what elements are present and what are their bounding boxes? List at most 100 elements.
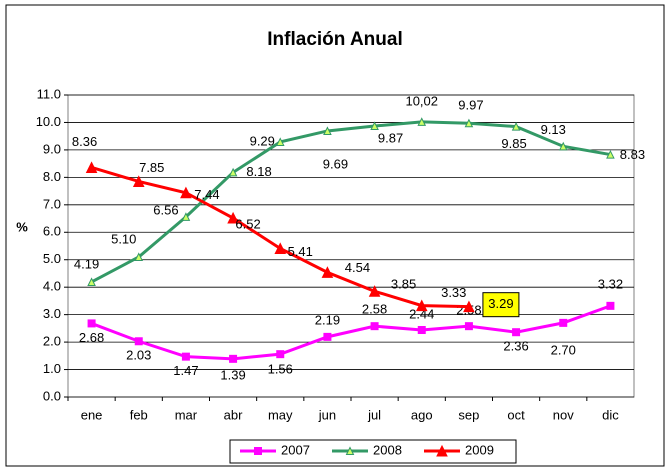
point-marker [134, 337, 143, 346]
data-label: 9.97 [458, 98, 483, 113]
point-marker [558, 141, 568, 151]
point-marker [417, 117, 427, 126]
data-label: 6.56 [153, 202, 178, 217]
y-tick-label: 10.0 [36, 114, 61, 129]
legend-marker [436, 444, 448, 457]
data-label: 2.58 [362, 302, 387, 317]
data-label: 4.54 [345, 260, 370, 275]
point-marker [181, 212, 191, 221]
data-label: 2.36 [503, 339, 528, 354]
point-marker [464, 118, 474, 128]
x-tick-label: jul [367, 407, 381, 422]
x-tick-label: jun [318, 407, 336, 422]
point-marker [370, 322, 379, 331]
y-axis-label: % [16, 219, 28, 234]
x-tick-label: mar [175, 407, 198, 422]
x-tick-label: feb [130, 407, 148, 422]
data-label: 7.44 [194, 187, 219, 202]
data-label: 3.85 [391, 277, 416, 292]
legend-label: 2007 [281, 442, 310, 457]
data-label: 5.10 [111, 231, 136, 246]
y-tick-label: 5.0 [43, 251, 61, 266]
data-label: 9.87 [378, 130, 403, 145]
point-marker [321, 266, 334, 278]
data-label: 3.32 [598, 276, 623, 291]
data-label: 9.29 [250, 133, 275, 148]
data-label: 8.18 [246, 164, 271, 179]
legend-marker [345, 446, 355, 455]
point-marker [511, 121, 521, 131]
series-line [90, 120, 611, 284]
x-tick-label: ago [411, 407, 433, 422]
data-label: 2.70 [551, 342, 576, 357]
point-marker [417, 326, 426, 335]
legend-label: 2008 [373, 442, 402, 457]
x-tick-label: sep [458, 407, 479, 422]
point-marker [229, 354, 238, 363]
point-marker [132, 175, 145, 187]
series-line [91, 304, 611, 361]
chart-title: Inflación Anual [267, 29, 402, 50]
point-marker [415, 299, 428, 312]
data-label: 3.33 [441, 285, 466, 300]
y-tick-label: 2.0 [43, 334, 61, 349]
point-marker [85, 161, 98, 173]
y-tick-label: 9.0 [43, 141, 61, 156]
y-tick-label: 3.0 [43, 306, 61, 321]
point-marker [606, 149, 615, 159]
data-label: 1.39 [220, 367, 245, 382]
data-label: 9.69 [323, 156, 348, 171]
y-tick-label: 1.0 [43, 361, 61, 376]
point-marker [463, 300, 475, 313]
data-label: 6.52 [235, 216, 260, 231]
legend-box [229, 439, 517, 464]
point-marker [276, 350, 285, 359]
point-marker [323, 332, 332, 341]
point-marker [227, 211, 239, 224]
y-tick-label: 4.0 [43, 279, 61, 294]
point-marker [274, 242, 287, 254]
point-marker [464, 322, 473, 331]
data-label: 2.44 [409, 306, 434, 321]
point-marker [606, 301, 615, 310]
x-tick-label: dic [602, 407, 619, 422]
point-marker [180, 186, 192, 199]
data-label: 4.19 [74, 256, 99, 271]
point-marker [134, 252, 144, 261]
data-label: 2.19 [315, 312, 340, 327]
legend-marker [254, 447, 262, 455]
point-marker [370, 121, 379, 131]
data-label: 9.85 [501, 136, 526, 151]
data-label: 8.36 [72, 134, 97, 149]
point-marker [87, 277, 96, 286]
point-marker [228, 167, 238, 177]
data-label: 1.56 [268, 362, 293, 377]
data-label: 5.41 [288, 244, 313, 259]
point-marker [323, 126, 332, 135]
legend-label: 2009 [465, 442, 494, 457]
x-tick-label: nov [553, 407, 574, 422]
data-label: 7.85 [139, 160, 164, 175]
y-tick-label: 11.0 [37, 86, 61, 101]
x-tick-label: abr [224, 407, 243, 422]
data-label: 9.13 [541, 122, 566, 137]
point-marker [559, 318, 568, 327]
point-marker [512, 328, 521, 337]
y-tick-label: 6.0 [43, 224, 61, 239]
x-tick-label: oct [507, 407, 525, 422]
data-label: 3.29 [488, 296, 513, 311]
data-label: 10,02 [405, 93, 438, 108]
y-tick-label: 0.0 [43, 388, 61, 403]
x-tick-label: ene [81, 407, 103, 422]
data-label: 2.68 [79, 330, 104, 345]
point-marker [368, 285, 381, 297]
label-highlight [482, 292, 520, 318]
point-marker [181, 352, 190, 361]
point-marker [87, 319, 96, 328]
data-label: 2.03 [126, 348, 151, 363]
x-tick-label: may [268, 407, 293, 422]
data-label: 8.83 [620, 147, 645, 162]
y-tick-label: 8.0 [43, 169, 61, 184]
data-label: 1.47 [173, 363, 198, 378]
